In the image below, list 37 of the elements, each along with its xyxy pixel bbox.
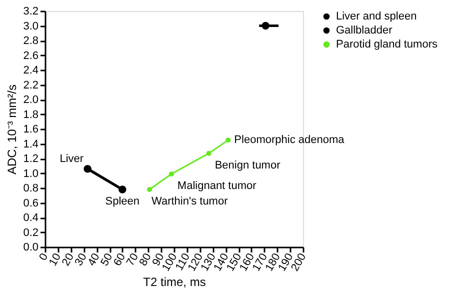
point — [262, 22, 270, 30]
point — [168, 171, 174, 176]
y-tick-label: 2.6 — [23, 50, 38, 62]
y-tick-label: 2.8 — [23, 35, 38, 47]
y-tick-label: 1.4 — [23, 138, 38, 150]
point — [206, 150, 212, 156]
point — [118, 186, 126, 194]
point — [146, 186, 152, 192]
y-tick-label: 1.6 — [23, 124, 38, 136]
y-tick-label: 2.2 — [23, 79, 38, 92]
y-axis-title: ADC, 10⁻³ mm²/s — [5, 84, 20, 175]
legend-label: Liver and spleen — [336, 10, 417, 22]
legend-label: Gallbladder — [336, 24, 393, 36]
y-tick-label: 3.2 — [23, 6, 38, 18]
y-tick-label: 0.8 — [23, 182, 38, 194]
legend-label: Parotid gland tumors — [336, 38, 438, 50]
y-tick-label: 2.4 — [23, 64, 38, 76]
y-tick-label: 3.0 — [23, 20, 38, 32]
y-tick-label: 0.4 — [23, 212, 38, 224]
x-tick-label: 0 — [37, 252, 51, 263]
y-tick-label: 1.8 — [23, 108, 38, 121]
annotation: Liver — [60, 152, 84, 165]
annotation: Spleen — [105, 195, 140, 208]
y-tick-label: 0.2 — [23, 226, 38, 239]
x-tick-label: 50 — [98, 252, 116, 268]
y-tick-label: 0.6 — [23, 197, 38, 210]
y-tick-label: 1.0 — [23, 168, 38, 180]
annotation: Warthin's tumor — [151, 195, 228, 208]
y-tick-label: 1.2 — [23, 153, 38, 165]
y-tick-label: 2.0 — [23, 94, 38, 106]
annotation: Malignant tumor — [177, 180, 257, 192]
x-axis-title: T2 time, ms — [143, 274, 206, 289]
annotation: Benign tumor — [214, 159, 281, 172]
point — [226, 138, 231, 143]
y-tick-label: 0.0 — [23, 242, 38, 254]
annotation: Pleomorphic adenoma — [234, 134, 346, 146]
point — [84, 164, 92, 173]
